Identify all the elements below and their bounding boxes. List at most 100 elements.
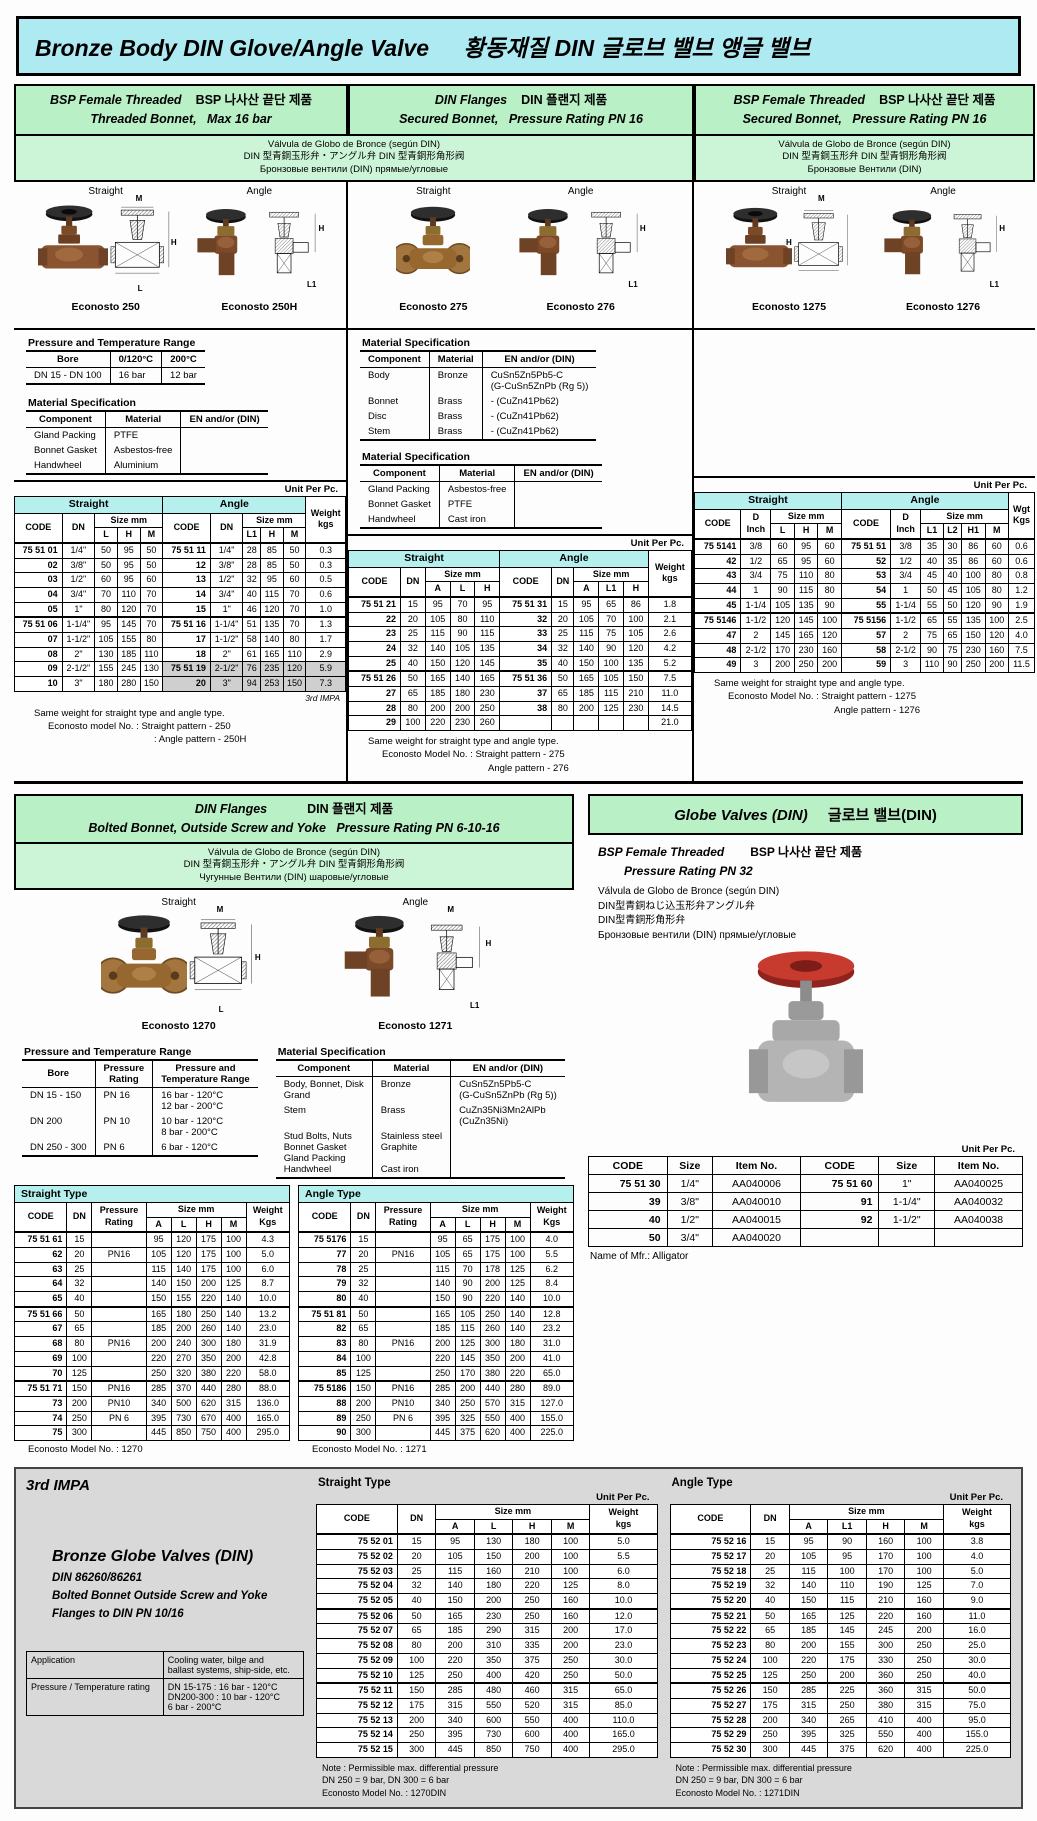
- table-cell: 3": [209, 676, 244, 692]
- footnote-line: Same weight for straight type and angle …: [368, 736, 559, 748]
- table-cell: 95: [827, 1549, 867, 1565]
- table-cell: 105: [435, 1549, 475, 1565]
- table-cell: 75 52 12: [316, 1697, 398, 1714]
- table-cell: 75 51 11: [162, 542, 211, 559]
- table-cell: 105: [598, 670, 625, 688]
- table-cell: 125: [504, 1276, 531, 1293]
- col-header: Size mm: [242, 512, 307, 529]
- table-cell: 375: [512, 1652, 552, 1669]
- table-cell: 135: [623, 655, 649, 672]
- table-cell: 6.2: [529, 1261, 575, 1278]
- table-cell: 17.0: [589, 1623, 658, 1640]
- col-header: M: [139, 527, 164, 544]
- table-cell: 1": [209, 601, 244, 618]
- application-table: Application Cooling water, bilge and bal…: [26, 1651, 305, 1717]
- header-text: BSP Female Threaded: [733, 93, 866, 107]
- table-row: 75 52 29 250 395 325 550 400 155.0: [669, 1727, 1012, 1743]
- table-cell: 25: [400, 626, 426, 643]
- table-cell: 75 51 16: [162, 616, 211, 634]
- table-cell: 200: [984, 657, 1010, 674]
- table-cell: Asbestos-free: [104, 442, 181, 458]
- table-cell: 850: [473, 1741, 514, 1758]
- table-cell: 160: [473, 1563, 514, 1580]
- col-header: Bore: [26, 349, 111, 368]
- table-cell: 520: [512, 1697, 552, 1714]
- table-cell: 28: [242, 542, 262, 559]
- table-cell: 2-1/2": [61, 661, 96, 678]
- lang-line: Válvula de Globo de Bronce (según DIN): [207, 846, 381, 858]
- table-cell: 340: [435, 1712, 475, 1729]
- table-cell: [799, 1228, 880, 1248]
- col-header: CODE: [799, 1156, 880, 1176]
- table-title: Material Specification: [362, 336, 470, 349]
- col-header: Item No.: [712, 1156, 801, 1176]
- table-cell: DN 15 - 150: [30, 1089, 82, 1101]
- table-cell: 75 51 30: [588, 1174, 668, 1194]
- table-cell: 6.0: [245, 1261, 291, 1278]
- table-row: Bonnet Gasket Asbestos-free: [26, 442, 268, 458]
- col-header: A: [429, 1216, 456, 1233]
- table-cell: 80: [817, 568, 842, 585]
- col-header: Size mm: [920, 508, 1010, 525]
- table-cell: 750: [512, 1741, 552, 1758]
- table-cell: 730: [473, 1727, 514, 1743]
- table-cell: 75 51 66: [13, 1306, 68, 1323]
- table-cell: 100: [396, 1652, 437, 1669]
- table-row: 48 2-1/2 170 230 160 58 2-1/2 90 75 230 160 7.5: [693, 642, 1035, 659]
- table-cell: 125: [904, 1578, 944, 1595]
- dim-label-h: H: [639, 223, 646, 233]
- table-cell: [91, 1365, 147, 1382]
- table-cell: 75 52 30: [669, 1741, 752, 1758]
- table-cell: 08: [14, 646, 63, 663]
- table-cell: 100: [504, 1231, 531, 1249]
- table-cell: 14: [162, 587, 211, 603]
- table-cell: 250: [750, 1727, 790, 1743]
- table-cell: 39: [588, 1192, 668, 1212]
- table-cell: [375, 1350, 431, 1367]
- table-cell: 85: [260, 542, 284, 559]
- table-cell: 105: [145, 1247, 172, 1263]
- table-cell: 75 52 17: [669, 1549, 752, 1565]
- table-cell: 78: [297, 1261, 352, 1278]
- table-cell: 220: [512, 1578, 552, 1595]
- table-cell: 0.6: [1008, 538, 1035, 555]
- table-cell: Gland Packing: [368, 483, 430, 495]
- col-header: Component: [360, 463, 440, 482]
- table-row: 75 51 26 50 165 140 165 75 51 36 50 165 105 150 7.…: [347, 670, 693, 688]
- material-spec-table: Component Material EN and/or (DIN) Gland…: [26, 409, 268, 475]
- table-row: 75 5146 1-1/2 120 145 100 75 5156 1-1/2 65 55 135…: [693, 612, 1035, 630]
- table-cell: 75 51 31: [499, 596, 553, 613]
- header-text: Secured Bonnet,: [742, 111, 842, 126]
- table-cell: 1/2: [740, 553, 772, 570]
- col-header: Weight kgs: [942, 1503, 1012, 1535]
- table-cell: 64: [13, 1276, 68, 1293]
- table-cell: 220: [504, 1365, 531, 1382]
- col-header: CODE: [840, 508, 892, 540]
- table-cell: Bronze: [428, 367, 483, 394]
- col-header: Component: [26, 409, 106, 428]
- table-cell: 220: [435, 1652, 475, 1669]
- table-cell: 45: [693, 597, 742, 614]
- col-header: Item No.: [934, 1156, 1023, 1176]
- col-header: CODE: [13, 1201, 68, 1233]
- col-header: CODE: [499, 566, 553, 598]
- table-cell: 90: [297, 1425, 352, 1441]
- table-cell: 65: [396, 1623, 437, 1640]
- table-cell: 245: [865, 1623, 906, 1640]
- table-cell: 300: [865, 1638, 906, 1654]
- bottom-info: 3rd IMPA Bronze Globe Valves (DIN) DIN 8…: [26, 1477, 305, 1799]
- figure-straight: Straight M H L Econosto 250: [38, 185, 177, 313]
- table-cell: 110: [827, 1578, 867, 1595]
- table-cell: [375, 1231, 431, 1249]
- table-cell: 22: [347, 611, 402, 628]
- table-cell: 50: [942, 597, 963, 614]
- table-cell: 20: [66, 1247, 93, 1263]
- table-cell: 85: [260, 557, 284, 574]
- col-header: L1: [827, 1518, 867, 1535]
- table-cell: 4.2: [647, 641, 693, 657]
- table-cell: 295.0: [589, 1741, 658, 1758]
- table-cell: 3/8": [209, 557, 244, 574]
- table-cell: 25: [347, 655, 402, 672]
- table-cell: 70: [282, 601, 307, 618]
- table-cell: 165.0: [245, 1410, 291, 1427]
